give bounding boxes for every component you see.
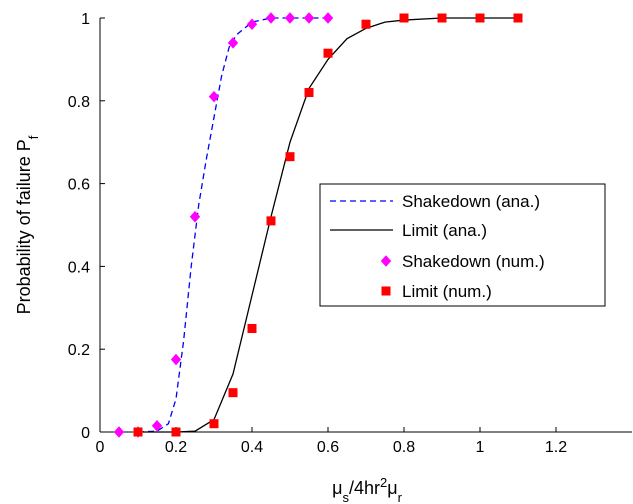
legend-label: Limit (num.) [402,282,492,301]
x-tick-label: 0.4 [241,439,263,456]
data-point-diamond [303,12,315,24]
data-point-diamond [265,12,277,24]
data-point-square [171,427,181,437]
data-point-square [513,13,523,23]
legend-swatch [380,255,392,267]
data-point-diamond [113,426,125,438]
data-point-square [399,13,409,23]
x-tick-label: 1.2 [545,439,567,456]
legend-entry: Shakedown (num.) [380,252,545,271]
y-tick-label: 0.4 [68,259,90,276]
series-3 [133,13,523,437]
x-tick-label: 0.8 [393,439,415,456]
series-2 [113,12,334,438]
legend-label: Limit (ana.) [402,221,487,240]
data-point-square [437,13,447,23]
data-point-square [323,48,333,58]
x-tick-group: 0 0.2 0.4 0.6 0.8 1 1.2 [96,427,567,456]
data-point-diamond [170,353,182,366]
data-point-diamond [151,420,163,432]
series-line [137,17,328,433]
y-tick-label: 0.2 [68,342,90,359]
legend-label: Shakedown (ana.) [402,192,540,211]
data-point-diamond [284,12,296,24]
y-tick-label: 1 [81,11,90,28]
legend-swatch [381,286,391,296]
data-point-square [475,13,485,23]
legend: Shakedown (ana.) Limit (ana.) Shakedown (n… [319,183,606,307]
y-tick-label: 0.8 [68,94,90,111]
series-0 [137,17,328,433]
data-point-square [247,324,257,333]
legend-box [319,183,606,307]
y-tick-label: 0 [81,425,90,442]
x-tick-label: 1 [476,439,485,456]
legend-entry: Limit (ana.) [330,221,487,240]
data-point-diamond [246,18,258,30]
data-point-diamond [227,37,239,49]
data-point-diamond [322,12,334,24]
series-layer [113,12,523,438]
legend-label: Shakedown (num.) [402,252,545,271]
data-point-diamond [189,210,201,223]
y-tick-group: 0 0.2 0.4 0.6 0.8 1 [68,11,105,442]
x-tick-label: 0 [96,439,105,456]
legend-entry: Shakedown (ana.) [330,192,540,211]
x-tick-label: 0.2 [165,439,187,456]
data-point-square [361,19,371,29]
data-point-square [209,419,219,429]
data-point-square [133,427,143,437]
data-point-square [228,388,238,398]
data-point-square [266,216,276,226]
x-axis-label: μs/4hr2μr [332,475,403,504]
data-point-diamond [208,90,220,103]
y-tick-label: 0.6 [68,177,90,194]
data-point-square [304,88,314,98]
x-tick-label: 0.6 [317,439,339,456]
y-axis-label: Probability of failure Pf [14,135,41,314]
data-point-square [285,152,295,162]
legend-entry: Limit (num.) [381,282,492,301]
